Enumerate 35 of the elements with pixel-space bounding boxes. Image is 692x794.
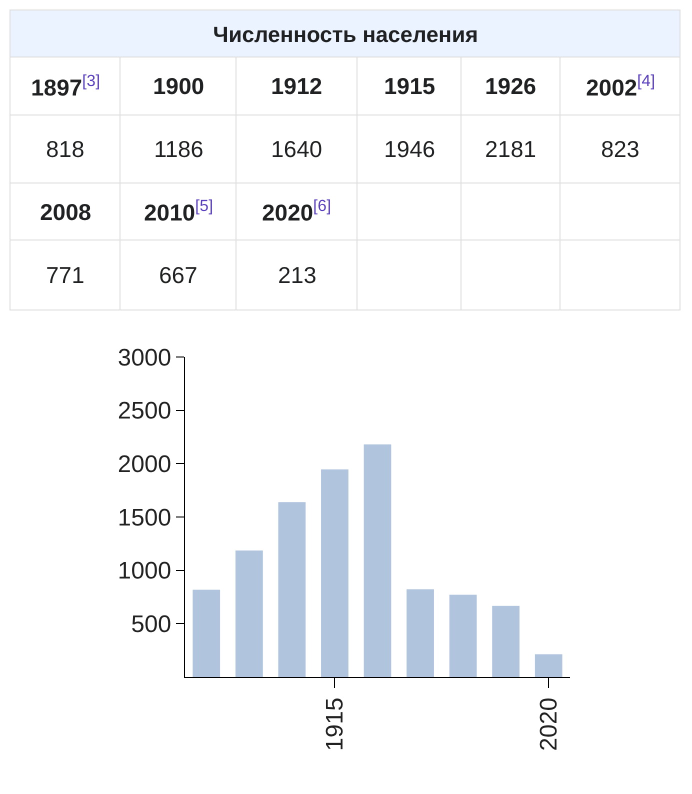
text: 771 [46,262,84,288]
y-tick-label: 2000 [118,451,172,478]
text: 1640 [271,136,322,162]
x-tick-label: 2020 [535,698,562,751]
text: 667 [159,262,198,288]
text: 2010$^{[5]}$ [144,197,214,226]
text: 2020$^{[6]}$ [262,197,332,226]
y-tick-label: 3000 [118,344,172,372]
bar [406,589,434,677]
text: 1897$^{[3]}$ [31,72,100,101]
text: 1915 [384,73,436,99]
text: 1926 [485,73,536,99]
text: 2008 [40,199,92,225]
y-tick-label: 2500 [118,398,172,425]
bar [192,590,220,677]
bar [492,606,520,677]
text: 818 [46,136,84,162]
text: 823 [601,136,640,162]
text: 2181 [485,136,536,162]
bar [321,469,348,677]
bar [534,654,562,677]
text: 213 [278,262,316,288]
bar [235,550,263,677]
bar [449,594,477,677]
y-tick-label: 1000 [118,558,172,585]
bar [278,502,306,677]
text: 2002$^{[4]}$ [586,72,656,101]
y-tick-label: 1500 [118,504,172,532]
y-tick-label: 500 [131,611,172,638]
text: 1900 [153,73,204,99]
chart-title: Численность населения [213,22,478,47]
bar [364,444,392,677]
text: 1912 [271,73,322,99]
text: 1186 [154,136,204,162]
text: 1946 [384,136,436,162]
